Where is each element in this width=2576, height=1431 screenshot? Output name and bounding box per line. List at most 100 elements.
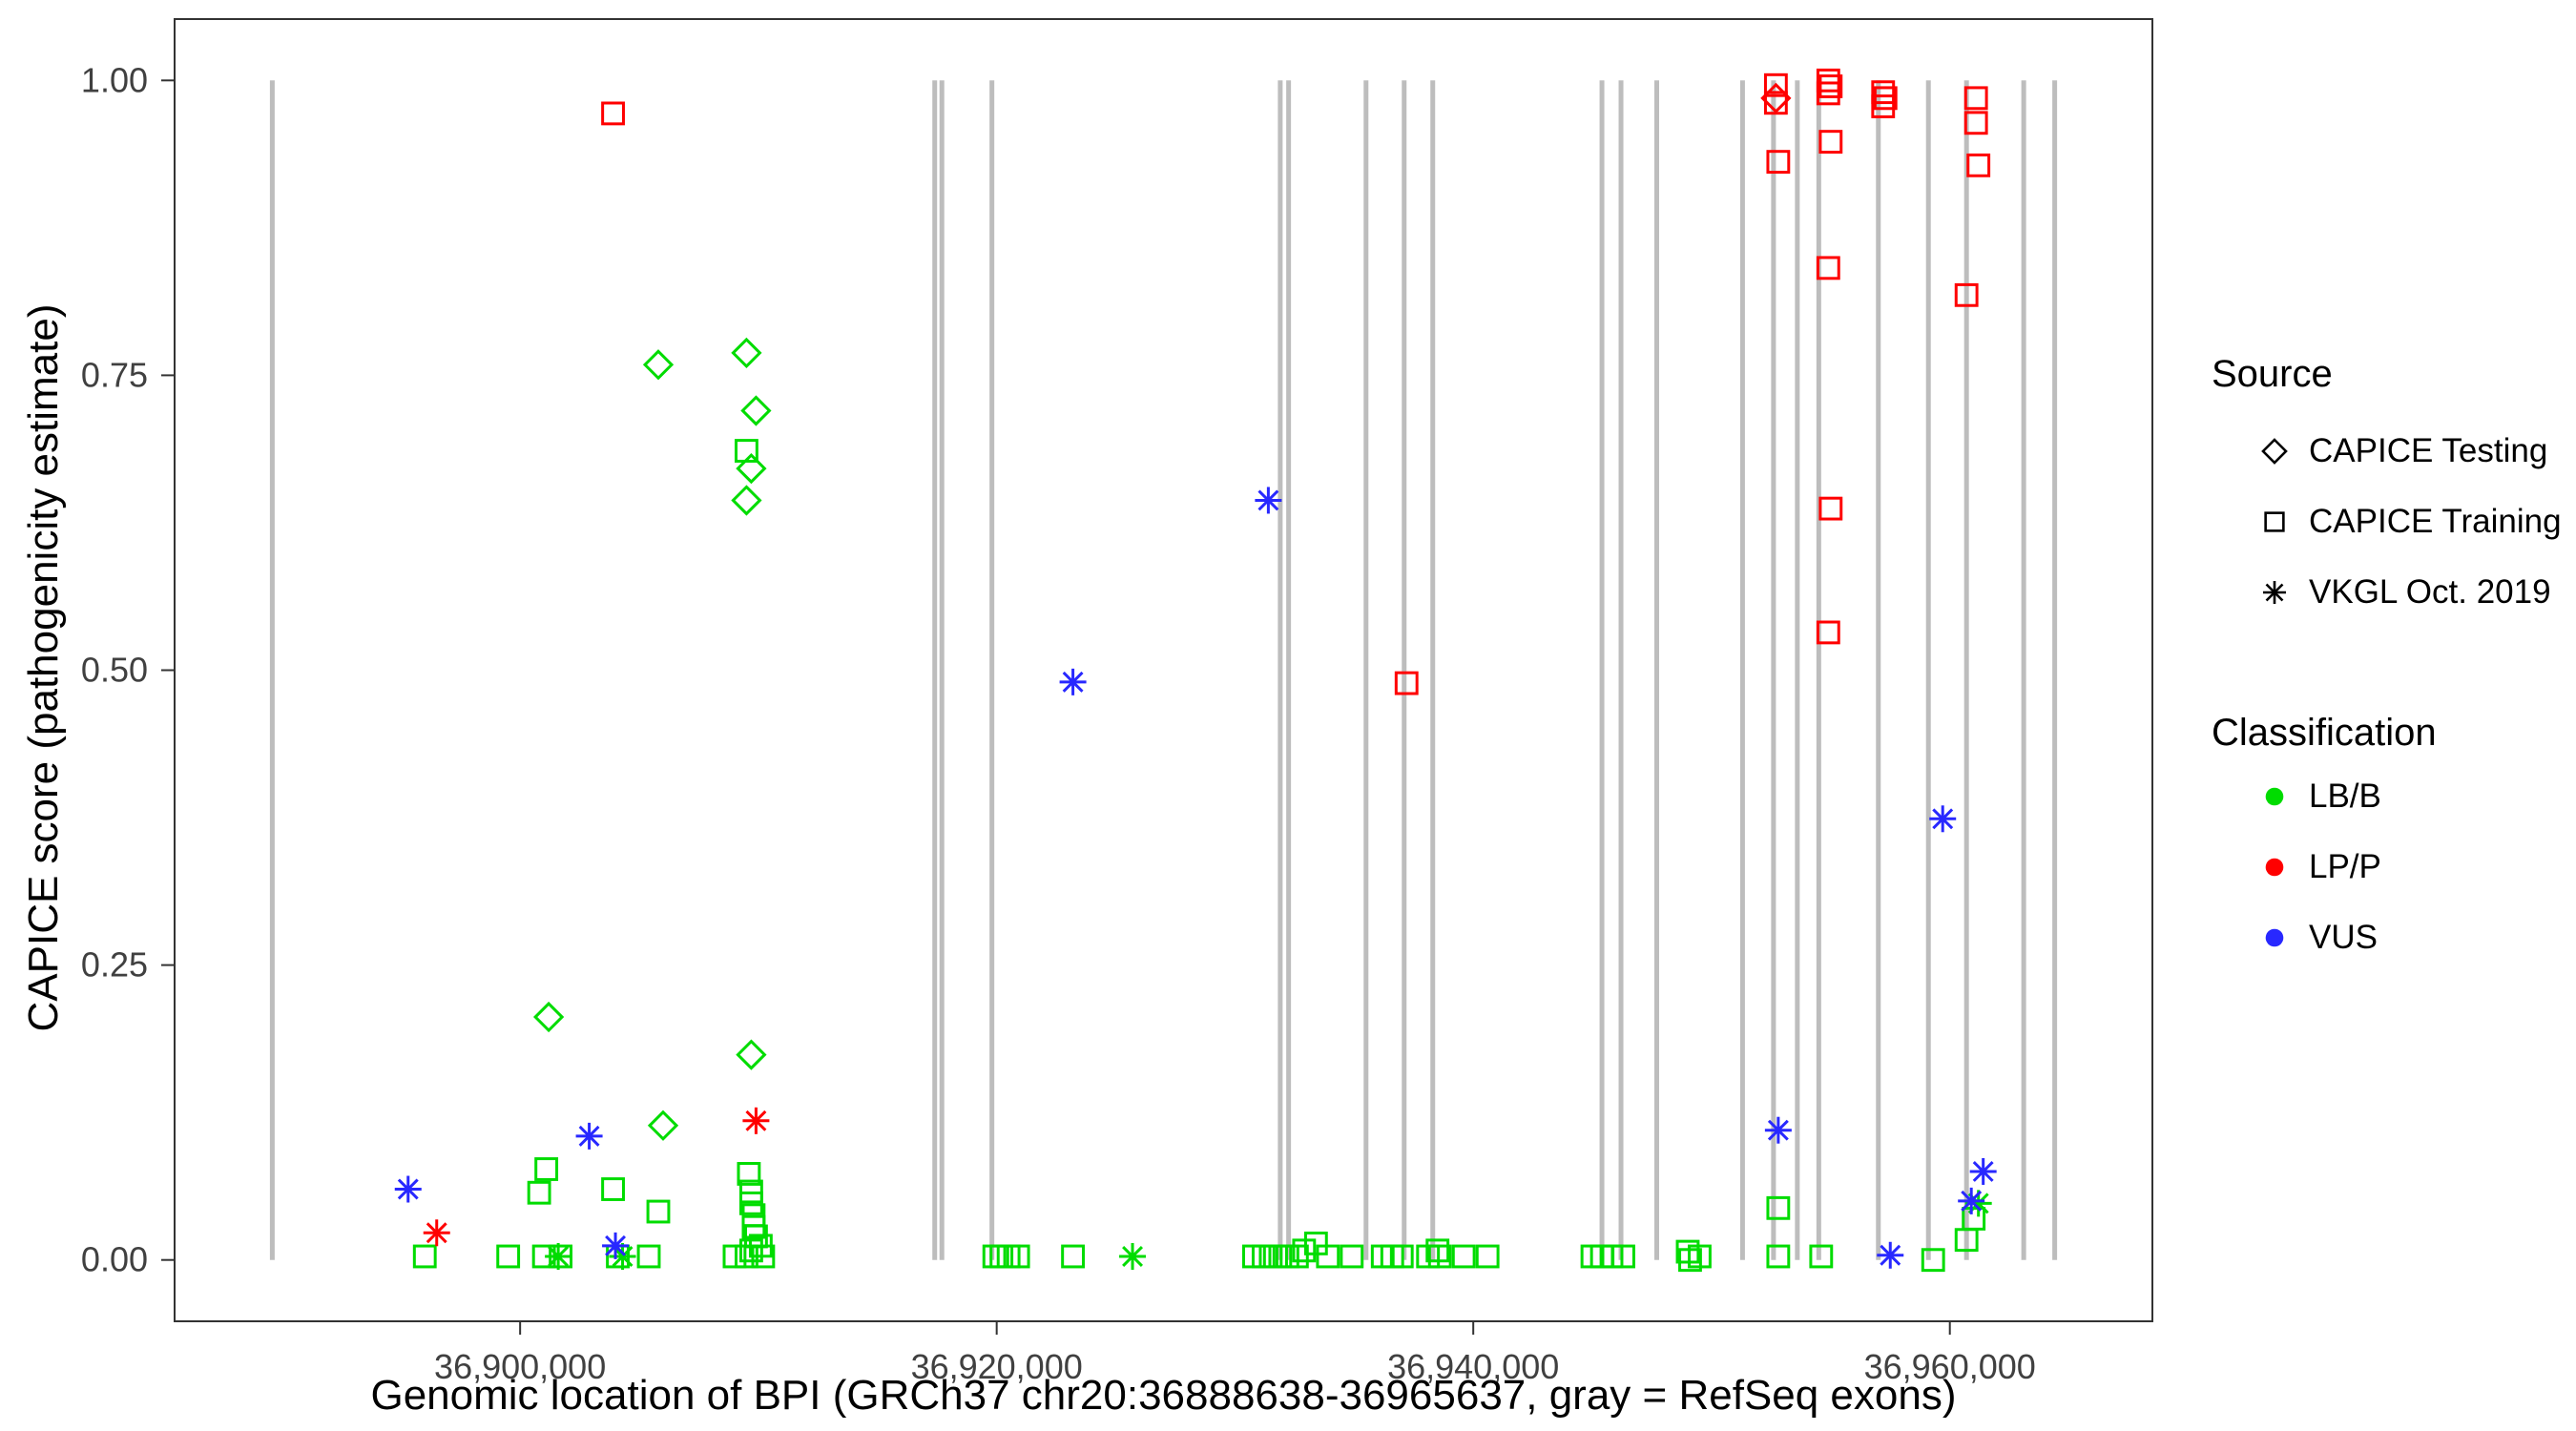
data-point-diamond — [740, 395, 772, 426]
data-point-square — [735, 1244, 758, 1269]
data-point-square — [1763, 73, 1788, 97]
data-point-square — [601, 1177, 625, 1201]
data-point-diamond — [731, 485, 762, 516]
data-point-square — [1818, 130, 1843, 155]
data-point-square — [1766, 1195, 1791, 1220]
data-point-square — [534, 1157, 559, 1181]
legend-item-label: VKGL Oct. 2019 — [2309, 573, 2551, 611]
y-tick-label: 0.00 — [81, 1240, 148, 1279]
data-point-diamond — [731, 337, 762, 369]
data-point-square — [1871, 80, 1896, 105]
data-point-square — [1816, 620, 1840, 645]
data-point-asterisk — [612, 1246, 634, 1267]
data-point-asterisk — [548, 1246, 570, 1267]
data-point-square — [1292, 1238, 1317, 1263]
data-point-square — [1451, 1244, 1476, 1269]
data-point-diamond — [736, 452, 767, 485]
y-tick-label: 1.00 — [81, 60, 148, 99]
data-point-asterisk — [578, 1125, 600, 1147]
data-point-asterisk — [1880, 1244, 1901, 1266]
x-tick-label: 36,900,000 — [434, 1347, 606, 1386]
data-point-square — [1954, 282, 1979, 307]
data-point-square — [1763, 91, 1788, 115]
data-point-square — [737, 1162, 761, 1186]
diamond-marker-icon — [2261, 438, 2288, 465]
x-tick-label: 36,920,000 — [911, 1347, 1083, 1386]
data-point-square — [1871, 94, 1896, 118]
legend-item-capice-training[interactable]: CAPICE Training — [2212, 487, 2574, 557]
data-point-square — [1766, 150, 1791, 175]
data-point-square — [1816, 68, 1840, 93]
legend-item-lpp[interactable]: LP/P — [2212, 832, 2574, 902]
asterisk-marker-icon — [2263, 581, 2286, 604]
legend-item-lbb[interactable]: LB/B — [2212, 761, 2574, 832]
data-point-square — [1389, 1244, 1414, 1269]
blue-dot-icon — [2265, 928, 2284, 947]
legend-item-label: CAPICE Training — [2309, 503, 2562, 540]
y-tick-label: 0.50 — [81, 651, 148, 690]
data-point-square — [1921, 1248, 1945, 1273]
red-dot-icon — [2265, 858, 2284, 877]
plot-border — [174, 18, 2153, 1322]
data-point-square — [1809, 1244, 1834, 1269]
data-point-square — [1963, 111, 1988, 135]
data-point-square — [1873, 86, 1898, 111]
data-point-square — [1816, 256, 1840, 280]
data-point-asterisk — [1767, 1119, 1789, 1141]
data-point-square — [636, 1244, 661, 1269]
legend-item-vus[interactable]: VUS — [2212, 902, 2574, 973]
data-point-square — [1966, 153, 1991, 177]
data-point-asterisk — [1257, 489, 1279, 511]
square-marker-icon — [2264, 511, 2285, 532]
legend-item-label: LB/B — [2309, 778, 2381, 815]
data-point-square — [1688, 1244, 1712, 1269]
data-point-square — [735, 439, 758, 463]
data-point-square — [412, 1244, 437, 1269]
data-point-diamond — [647, 1110, 679, 1141]
x-tick-label: 36,940,000 — [1387, 1347, 1559, 1386]
legend-item-label: LP/P — [2309, 848, 2381, 885]
data-point-diamond — [642, 349, 675, 381]
data-point-square — [1766, 1244, 1791, 1269]
data-point-square — [751, 1244, 776, 1269]
data-point-asterisk — [745, 1110, 767, 1131]
data-point-asterisk — [1972, 1161, 1994, 1182]
legend-item-capice-testing[interactable]: CAPICE Testing — [2212, 416, 2574, 487]
data-point-square — [1303, 1231, 1328, 1255]
data-point-square — [1675, 1239, 1700, 1264]
y-tick-label: 0.75 — [81, 355, 148, 394]
x-tick-label: 36,960,000 — [1864, 1347, 2036, 1386]
data-point-square — [1427, 1244, 1452, 1269]
legend-item-vkgl[interactable]: VKGL Oct. 2019 — [2212, 557, 2574, 628]
data-point-square — [1316, 1244, 1340, 1269]
data-point-square — [1340, 1244, 1364, 1269]
data-point-square — [1599, 1244, 1624, 1269]
data-point-square — [1394, 671, 1419, 695]
data-point-square — [1284, 1244, 1309, 1269]
data-point-diamond — [736, 1039, 767, 1070]
data-point-square — [1818, 496, 1843, 521]
data-point-asterisk — [1062, 671, 1084, 693]
data-point-asterisk — [1932, 808, 1954, 830]
legend-source-title: Source — [2212, 353, 2333, 395]
data-point-diamond — [533, 1001, 565, 1033]
y-tick-label: 0.25 — [81, 945, 148, 985]
data-point-asterisk — [2265, 583, 2284, 602]
data-point-dot — [2265, 787, 2284, 806]
legend-item-label: VUS — [2309, 919, 2378, 956]
data-point-square — [1425, 1238, 1450, 1263]
data-point-square — [1818, 74, 1843, 98]
data-point-square — [1061, 1244, 1086, 1269]
data-point-square — [527, 1180, 551, 1205]
data-point-square — [1006, 1244, 1030, 1269]
data-point-diamond — [2261, 438, 2288, 465]
data-point-square — [496, 1244, 521, 1269]
data-point-asterisk — [605, 1234, 627, 1256]
x-axis-title: Genomic location of BPI (GRCh37 chr20:36… — [370, 1372, 1957, 1419]
legend-item-label: CAPICE Testing — [2309, 432, 2548, 469]
data-point-asterisk — [1122, 1246, 1143, 1267]
data-point-square — [2264, 511, 2285, 532]
data-point-square — [601, 101, 625, 126]
